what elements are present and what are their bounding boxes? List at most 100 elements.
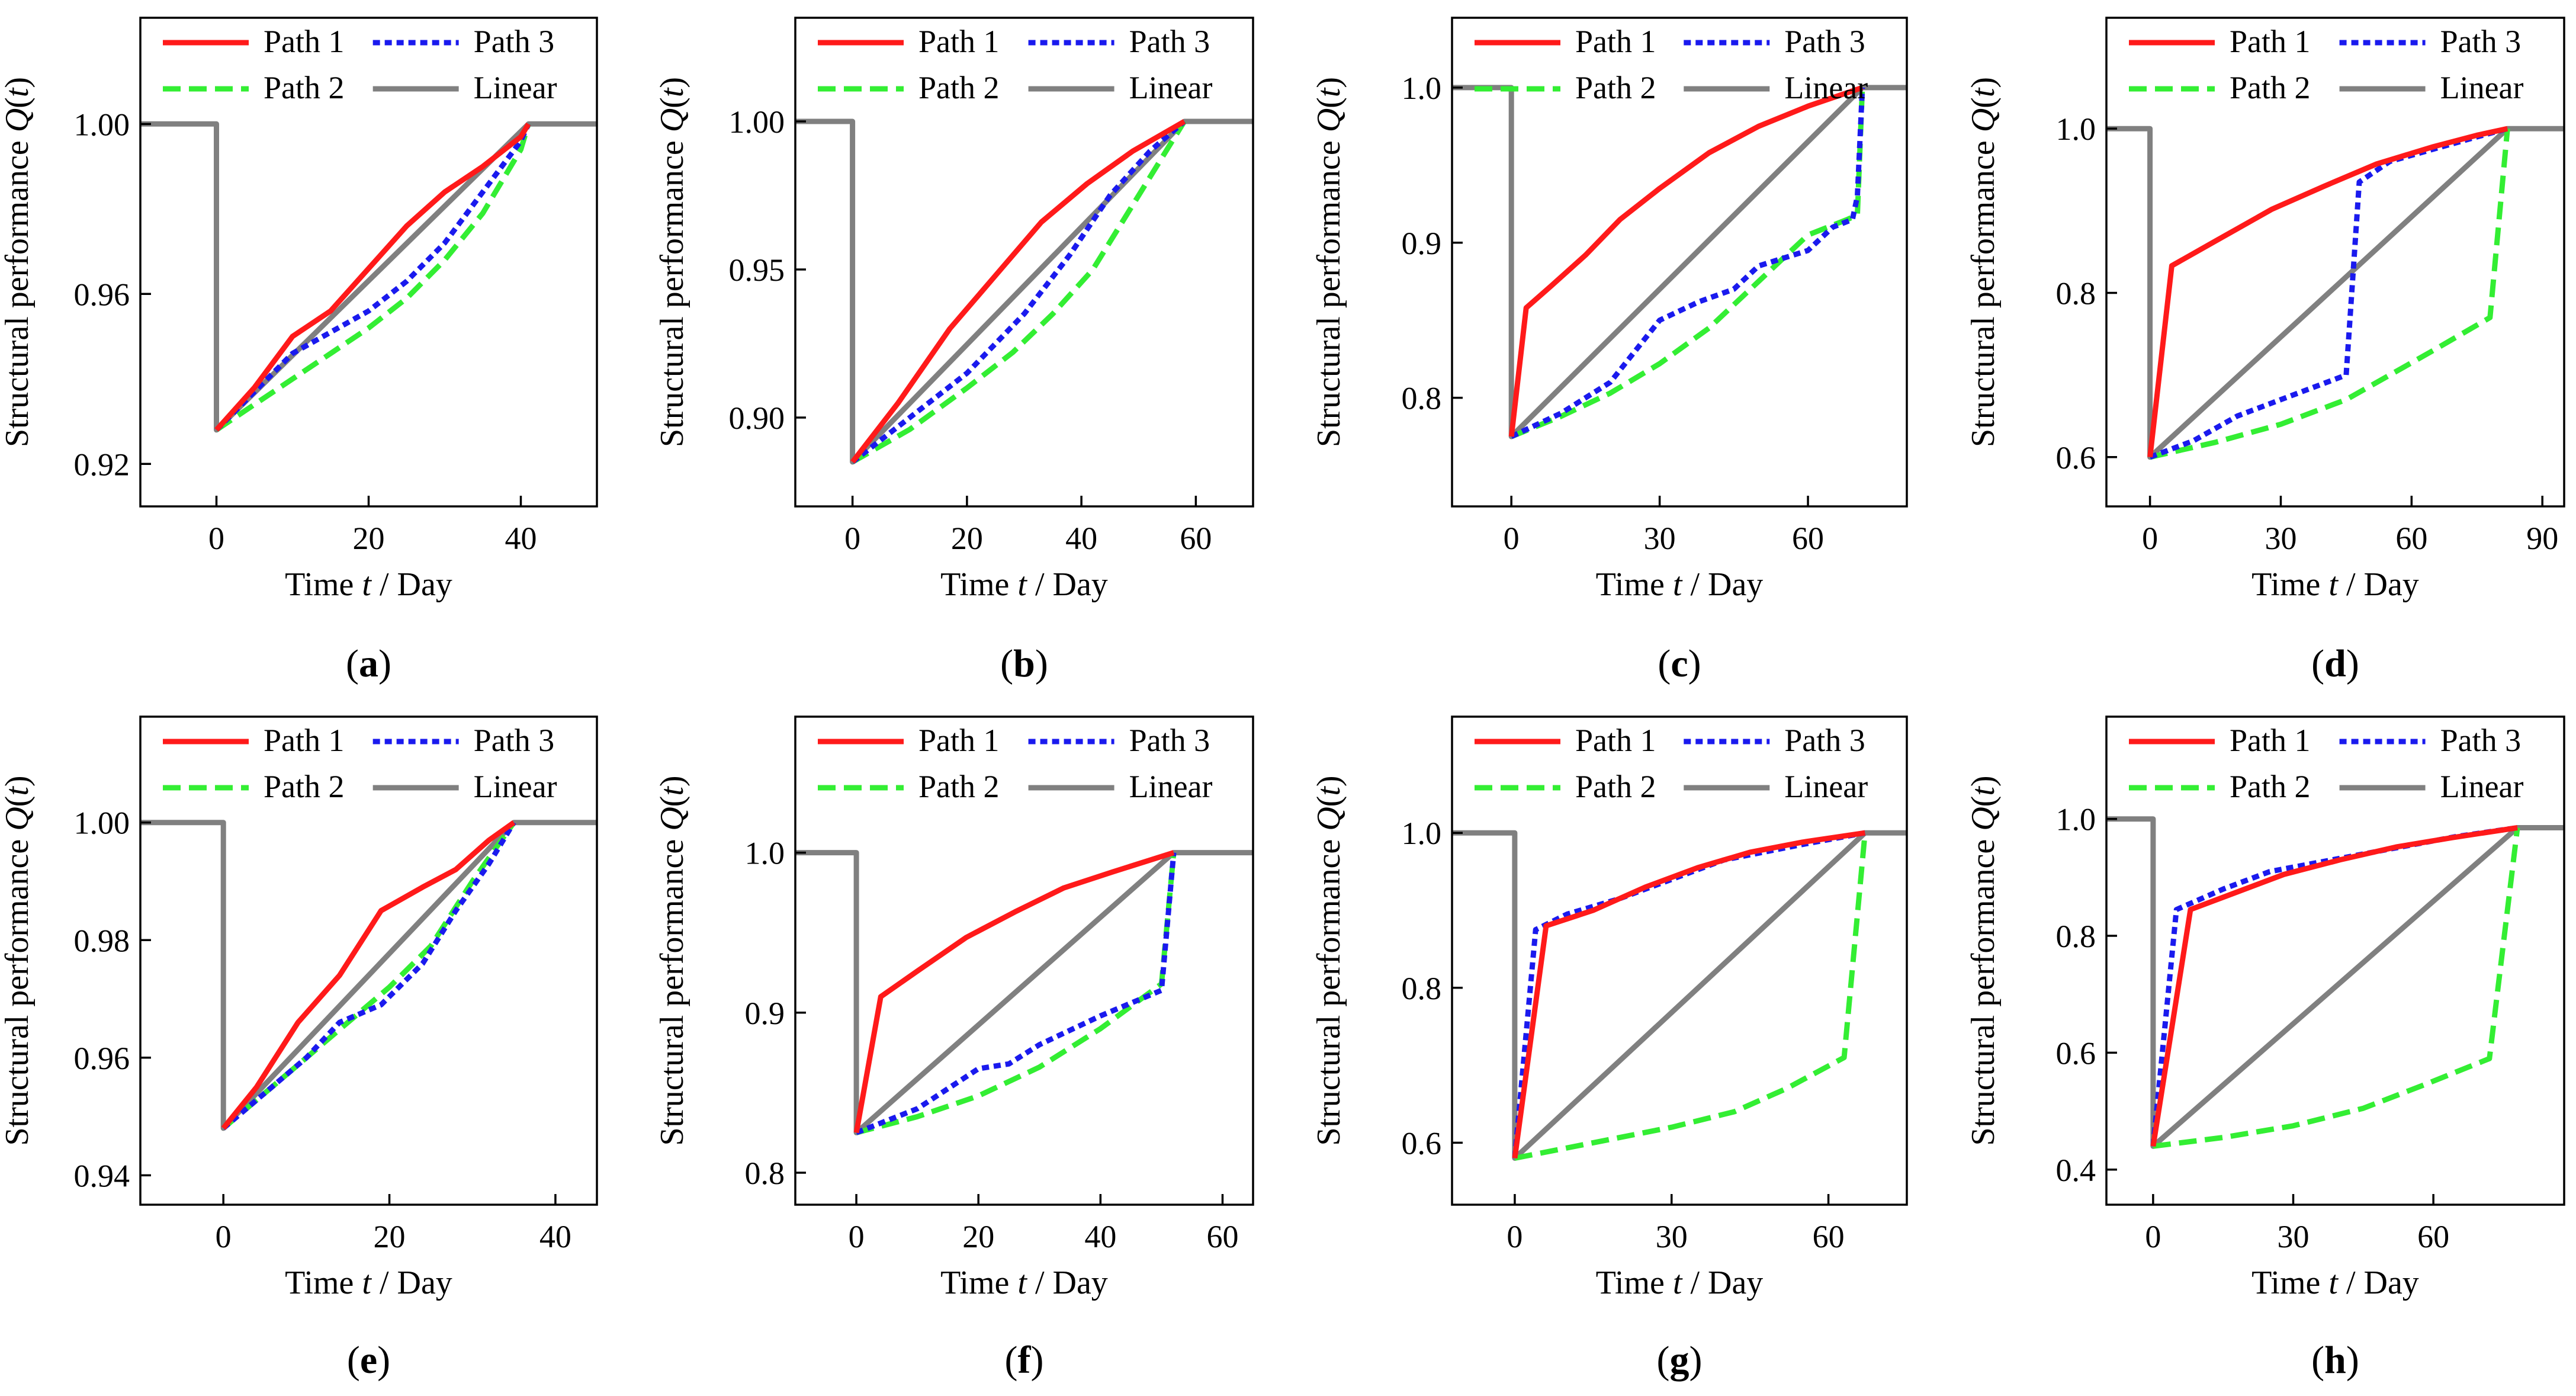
chart-panel-e: 0 20 40 0.94 0.96 0.98 1.00 Time t / Day Structu… <box>0 715 598 1382</box>
y-tick-label: 0.92 <box>74 447 130 482</box>
panel-label: (f) <box>1005 1339 1044 1382</box>
series-path-3 <box>1510 87 1865 439</box>
x-tick-label: 20 <box>962 1219 994 1254</box>
series-path-1 <box>1508 85 1864 437</box>
y-tick-label: 1.00 <box>74 805 130 841</box>
plot-frame <box>2105 715 2565 1206</box>
legend-entry: Path 1 <box>2230 723 2311 758</box>
legend-entry: Path 3 <box>2440 24 2522 59</box>
series-path-1 <box>221 820 516 1130</box>
x-tick-label: 20 <box>374 1219 406 1254</box>
legend-entry: Path 2 <box>264 70 345 105</box>
chart-panel-d: 0 30 60 90 0.6 0.8 1.0 Time t / Day Structural p… <box>1965 17 2565 685</box>
series-path-2 <box>1510 87 1865 439</box>
x-tick-label: 20 <box>951 521 983 556</box>
chart-panel-h: 0 30 60 0.4 0.6 0.8 1.0 Time t / Day Structural … <box>1965 715 2565 1382</box>
y-tick-label: 0.8 <box>2056 275 2096 311</box>
legend-entry: Path 3 <box>474 723 555 758</box>
y-tick-label: 1.0 <box>2056 802 2096 837</box>
legend-entry: Linear <box>474 70 557 105</box>
legend-entry: Path 3 <box>1784 723 1865 758</box>
plot-frame <box>794 17 1254 508</box>
x-tick-label: 60 <box>2417 1219 2449 1254</box>
y-axis-label: Structural performance Q(t) <box>0 775 36 1145</box>
y-tick-label: 0.8 <box>1402 971 1442 1006</box>
x-axis-label: Time t / Day <box>1596 566 1764 603</box>
legend-entry: Path 1 <box>1575 723 1656 758</box>
legend-entry: Path 1 <box>264 723 345 758</box>
series-linear <box>140 820 597 1131</box>
x-tick-label: 60 <box>1180 521 1212 556</box>
y-tick-label: 0.98 <box>74 923 130 958</box>
series-linear <box>1452 85 1907 439</box>
legend-entry: Path 1 <box>918 723 1000 758</box>
y-axis-label: Structural performance Q(t) <box>0 77 36 447</box>
y-tick-label: 1.0 <box>745 836 785 871</box>
legend-entry: Linear <box>2440 70 2524 105</box>
y-tick-label: 0.9 <box>1402 226 1442 261</box>
x-tick-label: 30 <box>1656 1219 1688 1254</box>
panel-label: (g) <box>1657 1339 1703 1382</box>
series-path-1 <box>850 119 1186 464</box>
x-axis-label: Time t / Day <box>940 566 1108 603</box>
legend-entry: Path 2 <box>264 769 345 804</box>
series-path-3 <box>850 119 1186 464</box>
legend-entry: Path 1 <box>2230 24 2311 59</box>
x-axis-label: Time t / Day <box>1596 1265 1764 1301</box>
x-tick-label: 0 <box>2145 1219 2161 1254</box>
x-tick-label: 0 <box>208 521 224 556</box>
y-tick-label: 0.6 <box>2056 1035 2096 1071</box>
series-linear <box>2106 126 2564 460</box>
x-tick-label: 90 <box>2526 521 2558 556</box>
x-tick-label: 0 <box>849 1219 865 1254</box>
x-tick-label: 30 <box>2278 1219 2310 1254</box>
legend-entry: Linear <box>1129 70 1213 105</box>
legend: Path 1 Path 2 Path 3 Linear <box>2129 723 2524 804</box>
y-tick-label: 0.8 <box>2056 919 2096 954</box>
chart-panel-g: 0 30 60 0.6 0.8 1.0 Time t / Day Structural per… <box>1311 715 1908 1382</box>
chart-panel-a: 0 20 40 0.92 0.96 1.00 Time t / Day Structural … <box>0 17 598 685</box>
panel-label: (c) <box>1658 642 1701 685</box>
y-tick-label: 1.0 <box>1402 70 1442 106</box>
x-tick-label: 0 <box>1504 521 1520 556</box>
chart-panel-b: 0 20 40 60 0.90 0.95 1.00 Time t / Day Structura… <box>654 17 1254 685</box>
legend-entry: Path 3 <box>474 24 555 59</box>
legend-entry: Linear <box>1784 70 1868 105</box>
x-tick-label: 40 <box>1065 521 1097 556</box>
y-tick-label: 0.95 <box>729 252 785 288</box>
x-tick-label: 0 <box>2142 521 2158 556</box>
x-tick-label: 60 <box>1206 1219 1238 1254</box>
series-path-1 <box>214 122 531 432</box>
legend-entry: Path 3 <box>1784 24 1865 59</box>
legend-entry: Path 2 <box>918 70 1000 105</box>
legend: Path 1 Path 2 Path 3 Linear <box>163 723 557 804</box>
legend-entry: Path 1 <box>1575 24 1656 59</box>
series-path-3 <box>214 123 531 432</box>
legend-entry: Path 3 <box>2440 723 2522 758</box>
legend: Path 1 Path 2 Path 3 Linear <box>818 723 1213 804</box>
y-axis-label: Structural performance Q(t) <box>654 775 690 1145</box>
series-linear <box>795 118 1253 465</box>
legend-entry: Linear <box>474 769 557 804</box>
legend-entry: Path 2 <box>2230 70 2311 105</box>
series-path-1 <box>2147 126 2508 458</box>
plot-frame <box>1451 715 1908 1206</box>
x-tick-label: 60 <box>1813 1219 1845 1254</box>
series-path-2 <box>2149 128 2510 460</box>
legend: Path 1 Path 2 Path 3 Linear <box>1475 723 1868 804</box>
legend-entry: Path 2 <box>918 769 1000 804</box>
y-axis-label: Structural performance Q(t) <box>1965 77 2002 447</box>
y-tick-label: 0.94 <box>74 1158 130 1193</box>
x-tick-label: 60 <box>1792 521 1824 556</box>
legend-entry: Linear <box>1784 769 1868 804</box>
y-tick-label: 0.90 <box>729 400 785 436</box>
legend-entry: Path 3 <box>1129 24 1210 59</box>
legend-entry: Path 2 <box>1575 769 1656 804</box>
y-tick-label: 0.9 <box>745 996 785 1031</box>
panel-label: (d) <box>2311 642 2359 685</box>
y-axis-label: Structural performance Q(t) <box>1965 775 2002 1145</box>
series-path-2 <box>1514 832 1868 1161</box>
x-tick-label: 0 <box>216 1219 232 1254</box>
series-path-1 <box>2150 825 2518 1147</box>
